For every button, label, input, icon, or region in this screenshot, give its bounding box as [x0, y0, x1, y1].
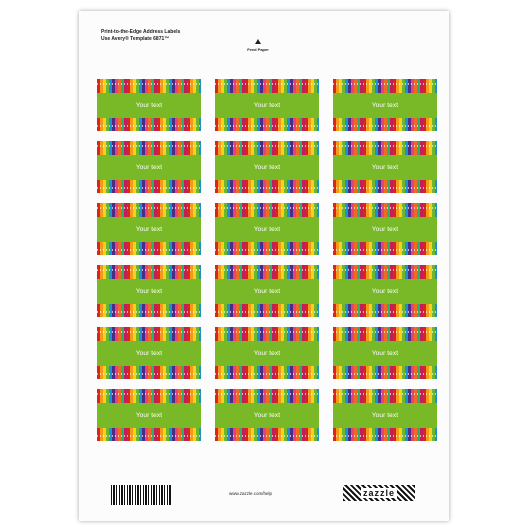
label-text: Your text	[135, 412, 163, 419]
label-text: Your text	[135, 288, 163, 295]
barcode-icon	[111, 485, 171, 505]
label-text: Your text	[253, 226, 281, 233]
label-text: Your text	[371, 412, 399, 419]
label-tile[interactable]: Your text	[97, 79, 201, 131]
zazzle-logo-icon: zazzle	[343, 485, 415, 501]
sheet-header-template: Use Avery® Template 6871™	[101, 36, 170, 42]
label-text: Your text	[253, 350, 281, 357]
help-url: www.zazzle.com/help	[229, 491, 273, 496]
feed-paper-label: Feed Paper	[247, 47, 269, 52]
label-text: Your text	[135, 350, 163, 357]
label-tile[interactable]: Your text	[333, 265, 437, 317]
label-tile[interactable]: Your text	[333, 327, 437, 379]
label-text: Your text	[135, 226, 163, 233]
label-tile[interactable]: Your text	[97, 327, 201, 379]
label-text: Your text	[253, 412, 281, 419]
label-tile[interactable]: Your text	[97, 203, 201, 255]
label-tile[interactable]: Your text	[333, 79, 437, 131]
label-text: Your text	[371, 164, 399, 171]
label-tile[interactable]: Your text	[97, 141, 201, 193]
labels-grid: Your text Your text Your text Your text …	[97, 79, 437, 441]
label-sheet: Print-to-the-Edge Address Labels Use Ave…	[79, 11, 449, 521]
label-tile[interactable]: Your text	[97, 389, 201, 441]
label-tile[interactable]: Your text	[215, 327, 319, 379]
label-text: Your text	[253, 164, 281, 171]
label-tile[interactable]: Your text	[215, 141, 319, 193]
feed-arrow-icon	[255, 39, 261, 44]
label-text: Your text	[371, 288, 399, 295]
label-tile[interactable]: Your text	[215, 79, 319, 131]
label-tile[interactable]: Your text	[215, 203, 319, 255]
label-text: Your text	[135, 164, 163, 171]
label-tile[interactable]: Your text	[333, 141, 437, 193]
label-text: Your text	[135, 102, 163, 109]
label-tile[interactable]: Your text	[97, 265, 201, 317]
label-tile[interactable]: Your text	[215, 389, 319, 441]
label-tile[interactable]: Your text	[333, 203, 437, 255]
label-text: Your text	[371, 226, 399, 233]
label-text: Your text	[253, 288, 281, 295]
label-text: Your text	[371, 102, 399, 109]
label-tile[interactable]: Your text	[333, 389, 437, 441]
label-tile[interactable]: Your text	[215, 265, 319, 317]
label-text: Your text	[253, 102, 281, 109]
label-text: Your text	[371, 350, 399, 357]
sheet-header-title: Print-to-the-Edge Address Labels	[101, 29, 181, 35]
logo-text: zazzle	[360, 488, 397, 498]
